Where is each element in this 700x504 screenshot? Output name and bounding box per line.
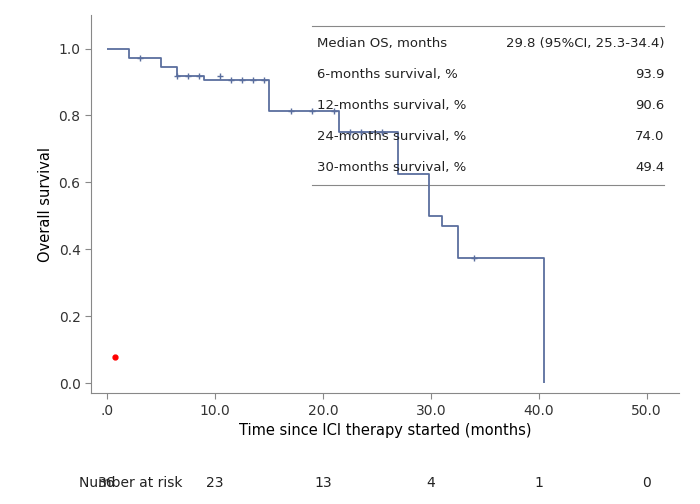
Text: 30-months survival, %: 30-months survival, % xyxy=(317,161,467,174)
Text: 6-months survival, %: 6-months survival, % xyxy=(317,69,458,81)
Text: 29.8 (95%CI, 25.3-34.4): 29.8 (95%CI, 25.3-34.4) xyxy=(506,37,664,50)
Text: Median OS, months: Median OS, months xyxy=(317,37,447,50)
Text: 74.0: 74.0 xyxy=(635,131,664,143)
Y-axis label: Overall survival: Overall survival xyxy=(38,147,53,262)
Text: 1: 1 xyxy=(534,476,543,490)
Text: 23: 23 xyxy=(206,476,224,490)
Text: 90.6: 90.6 xyxy=(635,99,664,112)
Text: 24-months survival, %: 24-months survival, % xyxy=(317,131,467,143)
Text: 93.9: 93.9 xyxy=(635,69,664,81)
Text: Number at risk: Number at risk xyxy=(79,476,183,490)
Text: 13: 13 xyxy=(314,476,332,490)
X-axis label: Time since ICI therapy started (months): Time since ICI therapy started (months) xyxy=(239,423,531,438)
Text: 49.4: 49.4 xyxy=(635,161,664,174)
Text: 0: 0 xyxy=(643,476,651,490)
Text: 12-months survival, %: 12-months survival, % xyxy=(317,99,467,112)
Text: 4: 4 xyxy=(426,476,435,490)
Text: 36: 36 xyxy=(99,476,116,490)
